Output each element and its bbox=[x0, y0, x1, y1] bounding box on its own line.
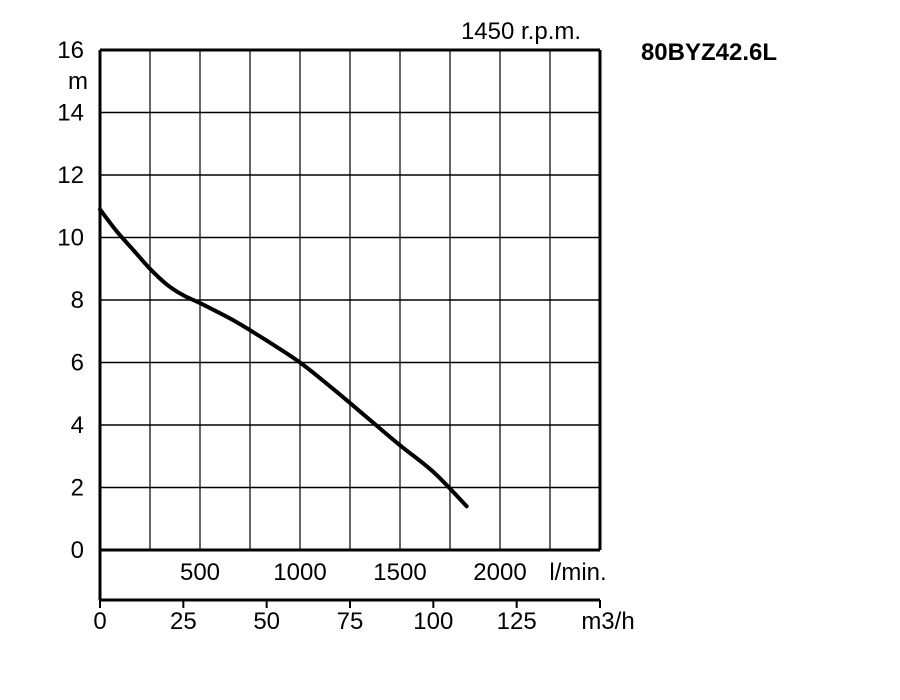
x-tick-label-m3h: 100 bbox=[413, 608, 453, 635]
head-flow-curve bbox=[98, 207, 469, 509]
x-tick-label-lmin: 1500 bbox=[373, 559, 426, 586]
y-axis-ticks: 0 2 4 6 8 10 12 14 16 bbox=[57, 37, 84, 564]
x-tick-label-lmin: 1000 bbox=[273, 559, 326, 586]
y-tick-label: 2 bbox=[71, 475, 84, 502]
x-axis-m3h-ticks: 0 25 50 75 100 125 bbox=[93, 608, 536, 635]
x-tick-label-m3h: 125 bbox=[497, 608, 537, 635]
x-tick-label-lmin: 500 bbox=[180, 559, 220, 586]
y-tick-label: 12 bbox=[57, 162, 84, 189]
chart-grid bbox=[100, 50, 600, 550]
y-tick-label: 8 bbox=[71, 287, 84, 314]
x-tick-label-m3h: 0 bbox=[93, 608, 106, 635]
x-axis-lmin-ticks: 500 1000 1500 2000 bbox=[180, 559, 527, 586]
x-tick-label-m3h: 50 bbox=[253, 608, 280, 635]
y-tick-label: 14 bbox=[57, 100, 84, 127]
y-axis-label: m bbox=[68, 68, 88, 95]
chart-title: 1450 r.p.m. bbox=[461, 18, 581, 45]
model-label: 80BYZ42.6L bbox=[641, 39, 777, 66]
x-axis-lmin-unit: l/min. bbox=[549, 559, 606, 586]
y-tick-label: 6 bbox=[71, 350, 84, 377]
chart-frame bbox=[98, 48, 602, 608]
y-tick-label: 16 bbox=[57, 37, 84, 64]
y-tick-label: 4 bbox=[71, 412, 84, 439]
y-tick-label: 10 bbox=[57, 225, 84, 252]
x-tick-label-m3h: 75 bbox=[337, 608, 364, 635]
x-tick-label-m3h: 25 bbox=[170, 608, 197, 635]
x-axis-m3h-unit: m3/h bbox=[581, 608, 634, 635]
y-tick-label: 0 bbox=[71, 537, 84, 564]
x-tick-label-lmin: 2000 bbox=[473, 559, 526, 586]
